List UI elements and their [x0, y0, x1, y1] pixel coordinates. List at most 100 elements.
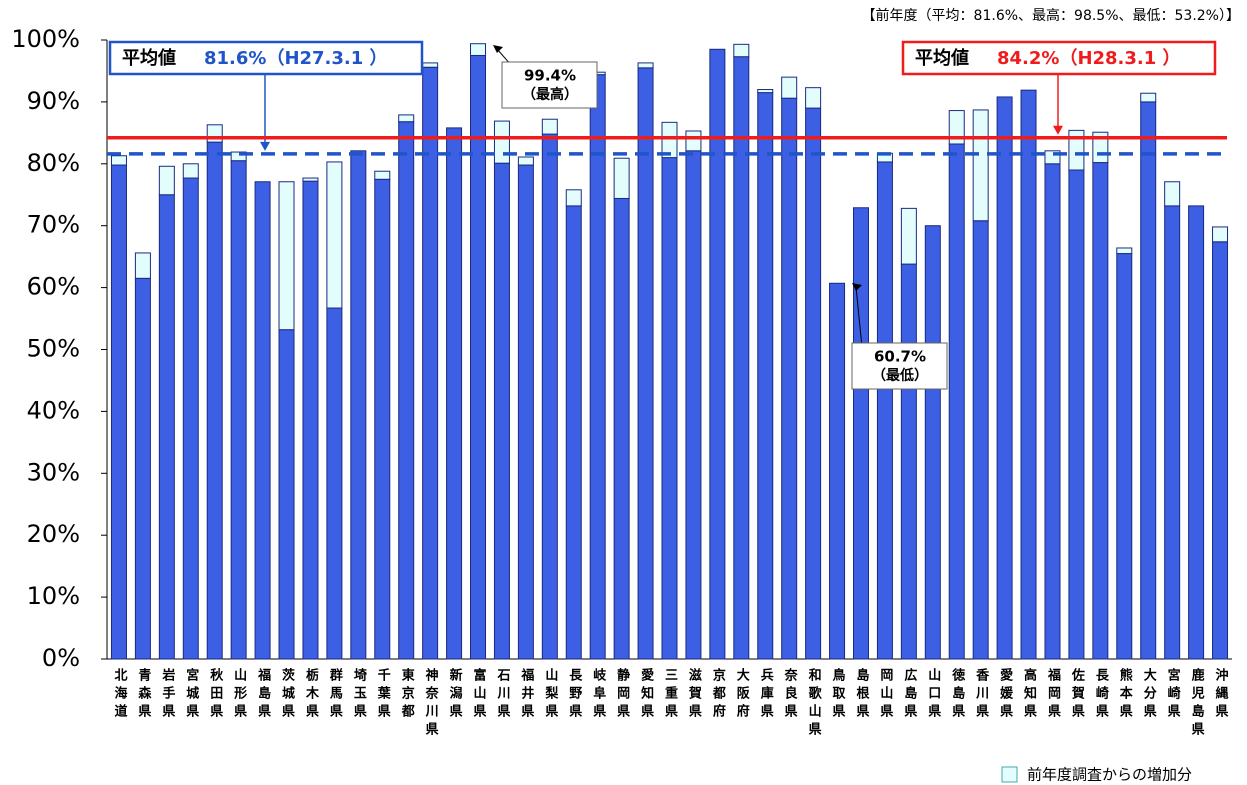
x-tick-label: 静岡県 [614, 667, 630, 722]
bar-segment [1164, 205, 1181, 660]
bar-segment [829, 282, 846, 660]
arrow-head [1053, 125, 1063, 135]
bar-segment [589, 74, 606, 660]
bar-segment [1116, 253, 1133, 660]
y-tick-label: 100% [11, 25, 80, 53]
bar-segment [254, 181, 271, 660]
bar-segment [757, 89, 774, 94]
bar-segment [1092, 162, 1109, 660]
bar-segment [685, 130, 702, 152]
x-tick-label: 山口県 [925, 667, 941, 722]
bar-segment [781, 97, 798, 660]
annotation-note: （最高） [522, 86, 578, 103]
reference-box [901, 40, 1217, 76]
arrow-head [493, 45, 503, 53]
bar-segment [613, 197, 630, 660]
bar-segment [852, 207, 869, 660]
bar-segment [1188, 205, 1205, 660]
bar-segment [972, 220, 989, 660]
bar-segment [948, 143, 965, 660]
x-tick-label: 長崎県 [1093, 668, 1109, 722]
bar-segment [972, 109, 989, 222]
x-tick-label: 千葉県 [375, 667, 392, 722]
bar-segment [374, 170, 391, 180]
bar-segment [422, 62, 439, 68]
annotation-box [851, 342, 948, 390]
bar-segment [900, 207, 917, 265]
x-tick-label: 福岡県 [1045, 667, 1062, 722]
x-tick-label: 福井県 [518, 667, 535, 722]
bar-segment [350, 150, 367, 660]
reference-label: 81.6%（H27.3.1 ） [204, 48, 388, 69]
y-tick-label: 50% [27, 335, 80, 363]
bar-segment [134, 252, 151, 279]
x-tick-label: 三重県 [662, 668, 678, 722]
bar-segment [781, 76, 798, 99]
bar-segment [110, 164, 127, 660]
bar-segment [398, 114, 415, 123]
y-tick-label: 30% [27, 458, 80, 486]
bar-segment [661, 121, 678, 159]
x-tick-label: 神奈川県 [423, 667, 440, 740]
arrow-head [852, 283, 862, 291]
bar-segment [278, 181, 295, 331]
x-tick-label: 兵庫県 [758, 667, 774, 722]
y-tick-label: 40% [27, 396, 80, 424]
bar-segment [565, 189, 582, 207]
annotation-label: 99.4% [524, 67, 576, 85]
x-tick-label: 奈良県 [782, 667, 799, 722]
bar-segment [1116, 247, 1133, 255]
bar-segment [948, 110, 965, 145]
bar-segment [996, 96, 1013, 660]
y-tick-label: 0% [42, 644, 80, 672]
x-tick-label: 新潟県 [447, 667, 463, 722]
x-tick-label: 岐阜県 [590, 667, 606, 722]
note: 【前年度（平均：81.6%、最高：98.5%、最低：53.2%）】 [862, 7, 1240, 24]
x-tick-label: 鳥取県 [830, 667, 846, 722]
y-tick-label: 20% [27, 520, 80, 548]
bar-segment [637, 62, 654, 69]
bar-segment [1020, 89, 1037, 660]
bar-segment [326, 161, 343, 309]
bar-segment [302, 180, 319, 660]
x-tick-label: 島根県 [853, 667, 869, 722]
bar-segment [541, 133, 558, 660]
bar-segment [757, 92, 774, 660]
x-tick-label: 徳島県 [949, 667, 966, 722]
bar-segment [733, 43, 750, 58]
x-tick-label: 愛媛県 [997, 667, 1014, 722]
bar-segment [709, 48, 726, 660]
x-tick-label: 熊本県 [1117, 667, 1133, 722]
bar-segment [470, 54, 487, 660]
bar-segment [422, 66, 439, 660]
x-tick-label: 茨城県 [279, 667, 295, 722]
x-tick-label: 長野県 [566, 668, 582, 722]
bar-segment [206, 141, 223, 660]
x-tick-label: 群馬県 [327, 667, 343, 722]
bar-segment [302, 177, 319, 182]
x-tick-label: 愛知県 [638, 667, 654, 722]
bar-segment [517, 156, 534, 166]
bar-segment [637, 67, 654, 660]
bar-segment [182, 177, 199, 660]
bar-segment [805, 87, 822, 109]
bar-segment [493, 162, 510, 660]
y-tick-label: 70% [27, 211, 80, 239]
x-tick-label: 佐賀県 [1069, 667, 1086, 722]
reference-prefix: 平均値 [915, 47, 969, 69]
bar-segment [158, 165, 175, 196]
bar-segment [613, 157, 630, 199]
bar-segment [446, 127, 463, 660]
x-tick-label: 岩手県 [159, 667, 176, 722]
x-tick-label: 広島県 [901, 667, 917, 722]
bar-segment [1044, 163, 1061, 660]
bar-segment [565, 205, 582, 660]
bar-segment [1068, 169, 1085, 660]
legend-label: 前年度調査からの増加分 [1027, 766, 1192, 784]
y-tick-label: 10% [27, 582, 80, 610]
bar-segment [230, 151, 247, 162]
bar-segment [230, 160, 247, 660]
x-tick-label: 宮崎県 [1165, 667, 1181, 722]
bar-segment [374, 178, 391, 660]
